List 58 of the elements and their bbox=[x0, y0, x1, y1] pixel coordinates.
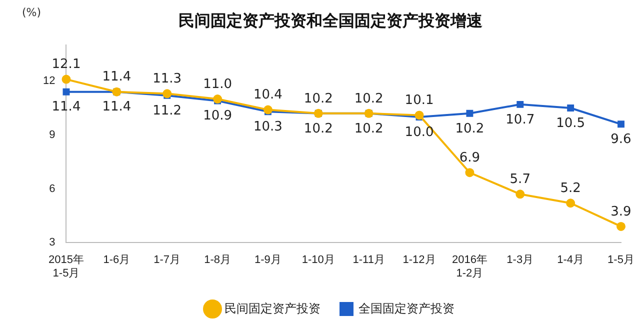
data-label: 10.0 bbox=[404, 124, 434, 140]
legend-label: 全国固定资产投资 bbox=[358, 301, 454, 316]
point bbox=[62, 74, 71, 84]
data-label: 10.2 bbox=[304, 91, 333, 106]
data-label: 10.4 bbox=[253, 88, 282, 103]
data-label: 9.6 bbox=[610, 132, 632, 148]
x-tick-label: 2016年 1-2月 bbox=[452, 254, 488, 280]
y-tick-label: 6 bbox=[49, 182, 56, 195]
point bbox=[618, 120, 624, 128]
data-label: 6.9 bbox=[459, 150, 480, 166]
x-tick-label: 1-10月 bbox=[302, 254, 335, 266]
data-label: 11.4 bbox=[102, 70, 132, 85]
legend-label: 民间固定资产投资 bbox=[224, 301, 320, 316]
x-tick-label: 1-3月 bbox=[506, 254, 534, 266]
data-label: 11.0 bbox=[203, 76, 232, 92]
x-tick-label: 1-6月 bbox=[103, 254, 130, 266]
x-tick-label: 1-4月 bbox=[557, 254, 584, 266]
x-tick-label: 2015年 1-5月 bbox=[48, 254, 84, 280]
data-label: 10.3 bbox=[253, 119, 282, 134]
x-tick-label: 1-11月 bbox=[352, 254, 385, 266]
point bbox=[566, 198, 576, 208]
data-label: 10.2 bbox=[304, 121, 333, 136]
point bbox=[466, 110, 474, 117]
data-label: 11.4 bbox=[52, 100, 81, 115]
point bbox=[567, 104, 574, 112]
x-tick-label: 1-7月 bbox=[154, 254, 181, 266]
data-label: 11.3 bbox=[152, 72, 182, 87]
point bbox=[263, 105, 272, 114]
data-label: 10.5 bbox=[556, 116, 586, 131]
y-tick-label: 12 bbox=[42, 75, 56, 88]
x-tick-label: 1-9月 bbox=[254, 254, 282, 266]
data-label: 11.2 bbox=[152, 103, 182, 118]
data-label: 3.9 bbox=[610, 204, 632, 220]
data-label: 10.2 bbox=[354, 121, 384, 136]
chart-title: 民间固定资产投资和全国固定资产投资增速 bbox=[178, 10, 484, 30]
point bbox=[616, 222, 626, 231]
y-tick-label: 9 bbox=[49, 128, 56, 141]
data-label: 10.7 bbox=[506, 112, 535, 128]
data-label: 10.9 bbox=[203, 108, 232, 124]
x-tick-label: 1-12月 bbox=[402, 254, 436, 266]
point bbox=[414, 110, 424, 120]
x-tick-label: 1-5月 bbox=[608, 254, 634, 266]
point bbox=[516, 100, 524, 108]
x-tick-label: 1-8月 bbox=[204, 254, 231, 266]
point bbox=[213, 94, 222, 104]
point bbox=[465, 168, 474, 178]
data-label: 12.1 bbox=[52, 57, 81, 72]
point bbox=[62, 88, 70, 96]
y-axis-title: (%) bbox=[22, 6, 42, 19]
data-label: 11.4 bbox=[102, 100, 132, 115]
data-label: 5.7 bbox=[510, 172, 530, 188]
y-tick-label: 3 bbox=[49, 236, 56, 249]
data-label: 10.2 bbox=[455, 121, 484, 136]
point bbox=[516, 190, 525, 199]
data-label: 5.2 bbox=[560, 180, 581, 196]
data-label: 10.2 bbox=[354, 91, 384, 106]
point bbox=[162, 89, 172, 98]
data-label: 10.1 bbox=[404, 93, 434, 108]
